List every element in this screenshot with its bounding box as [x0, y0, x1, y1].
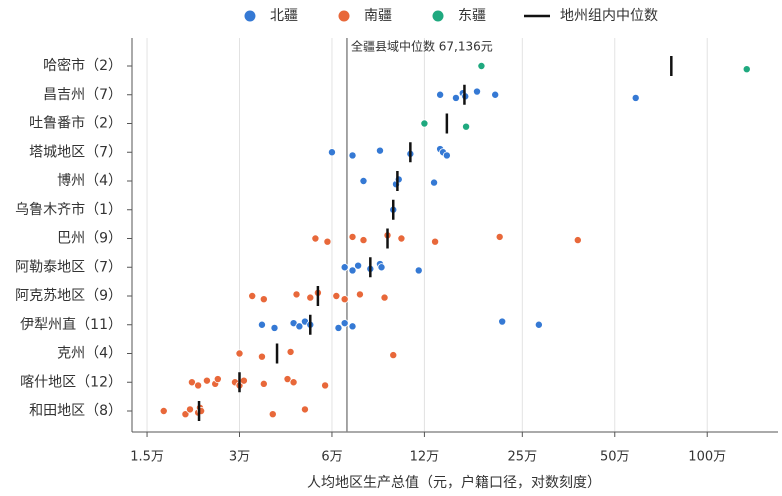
point	[289, 378, 298, 387]
point	[348, 151, 357, 160]
y-tick-label: 巴州（9）	[57, 231, 122, 247]
legend-label: 南疆	[364, 8, 392, 24]
legend-label: 北疆	[270, 8, 298, 24]
legend-label: 地州组内中位数	[560, 8, 658, 24]
y-tick-label: 哈密市（2）	[43, 57, 122, 74]
point	[340, 295, 349, 304]
point	[194, 381, 203, 390]
point	[239, 376, 248, 385]
y-tick-label: 昌吉州（7）	[43, 87, 122, 103]
point	[397, 234, 406, 243]
point	[348, 232, 357, 241]
point	[431, 237, 440, 246]
point	[235, 349, 244, 358]
point	[348, 322, 357, 331]
y-tick-label: 乌鲁木齐市（1）	[15, 201, 122, 218]
point	[187, 378, 196, 387]
y-tick-label: 阿勒泰地区（7）	[15, 259, 122, 275]
point	[332, 291, 341, 300]
y-tick-label: 博州（4）	[57, 172, 122, 189]
point	[359, 236, 368, 245]
legend-swatch	[338, 10, 350, 22]
point	[181, 410, 190, 419]
point	[442, 151, 451, 160]
legend-swatch	[244, 10, 256, 22]
x-tick-label: 100万	[688, 450, 726, 465]
point	[462, 122, 471, 131]
point	[631, 93, 640, 102]
point	[498, 317, 507, 326]
point	[491, 90, 500, 99]
point	[334, 323, 343, 332]
point	[436, 90, 445, 99]
legend-label: 东疆	[458, 8, 486, 24]
point	[248, 291, 257, 300]
point	[323, 237, 332, 246]
point	[377, 263, 386, 272]
point	[321, 381, 330, 390]
point	[295, 322, 304, 331]
x-tick-label: 25万	[508, 450, 538, 465]
y-tick-label: 克州（4）	[57, 346, 122, 362]
point	[283, 375, 292, 384]
y-tick-label: 伊犁州直（11）	[20, 316, 122, 333]
y-tick-label: 吐鲁番市（2）	[29, 115, 122, 132]
x-tick-label: 12万	[410, 450, 440, 465]
x-tick-label: 3万	[229, 450, 250, 465]
point	[534, 320, 543, 329]
point	[473, 87, 482, 96]
point	[259, 295, 268, 304]
point	[286, 347, 295, 356]
point	[380, 293, 389, 302]
reference-label: 全疆县域中位数 67,136元	[351, 39, 493, 54]
point	[451, 93, 460, 102]
point	[420, 119, 429, 128]
point	[327, 148, 336, 157]
point	[202, 376, 211, 385]
x-tick-label: 1.5万	[130, 450, 164, 465]
point	[270, 323, 279, 332]
point	[354, 261, 363, 270]
point	[292, 290, 301, 299]
point	[477, 62, 486, 71]
x-tick-label: 6万	[321, 450, 342, 465]
point	[186, 405, 195, 414]
y-tick-label: 和田地区（8）	[29, 403, 122, 419]
point	[257, 320, 266, 329]
point	[430, 178, 439, 187]
point	[340, 319, 349, 328]
x-axis-label: 人均地区生产总值（元，户籍口径，对数刻度）	[307, 474, 601, 491]
point	[311, 234, 320, 243]
legend-swatch	[432, 10, 444, 22]
point	[414, 266, 423, 275]
point	[495, 232, 504, 241]
point	[257, 352, 266, 361]
point	[306, 293, 315, 302]
point	[159, 406, 168, 415]
x-tick-label: 50万	[600, 450, 630, 465]
point	[742, 65, 751, 74]
point	[573, 236, 582, 245]
point	[340, 263, 349, 272]
y-tick-label: 塔城地区（7）	[29, 144, 122, 160]
point	[348, 266, 357, 275]
point	[259, 379, 268, 388]
point	[355, 290, 364, 299]
point	[213, 375, 222, 384]
point	[268, 410, 277, 419]
y-tick-label: 喀什地区（12）	[20, 374, 122, 390]
point	[359, 176, 368, 185]
point	[375, 146, 384, 155]
point	[389, 351, 398, 360]
point	[300, 405, 309, 414]
y-tick-label: 阿克苏地区（9）	[15, 288, 122, 304]
